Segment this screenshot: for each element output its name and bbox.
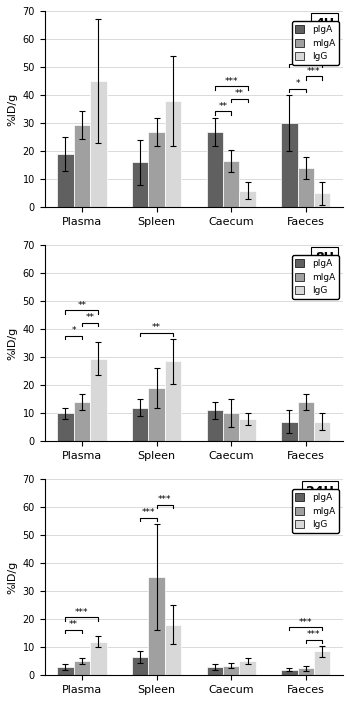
Bar [239, 190, 256, 207]
Bar [57, 154, 74, 207]
Bar [132, 408, 148, 442]
Bar [90, 81, 106, 207]
Text: ***: *** [224, 77, 238, 86]
Bar [281, 123, 298, 207]
Bar [314, 193, 330, 207]
Bar [281, 422, 298, 442]
Bar [148, 577, 165, 675]
Bar [74, 124, 90, 207]
Bar [148, 388, 165, 442]
Bar [132, 657, 148, 675]
Text: ***: *** [307, 67, 321, 76]
Bar [223, 161, 239, 207]
Bar [74, 402, 90, 442]
Bar [298, 668, 314, 675]
Bar [314, 422, 330, 442]
Text: 4H: 4H [315, 17, 334, 30]
Bar [57, 413, 74, 442]
Bar [57, 667, 74, 675]
Bar [223, 413, 239, 442]
Text: ***: *** [299, 618, 313, 626]
Text: 8H: 8H [315, 251, 334, 264]
Text: *: * [295, 79, 300, 88]
Text: **: ** [235, 89, 244, 98]
Bar [165, 625, 181, 675]
Bar [298, 402, 314, 442]
Bar [281, 670, 298, 675]
Text: **: ** [77, 300, 86, 310]
Bar [206, 411, 223, 442]
Text: **: ** [301, 54, 310, 63]
Y-axis label: %ID/g: %ID/g [7, 560, 17, 594]
Legend: pIgA, mIgA, IgG: pIgA, mIgA, IgG [292, 489, 338, 533]
Legend: pIgA, mIgA, IgG: pIgA, mIgA, IgG [292, 256, 338, 299]
Bar [74, 661, 90, 675]
Bar [239, 419, 256, 442]
Bar [132, 162, 148, 207]
Y-axis label: %ID/g: %ID/g [7, 93, 17, 126]
Text: *: * [71, 326, 76, 335]
Bar [206, 131, 223, 207]
Text: ***: *** [158, 496, 172, 505]
Bar [206, 667, 223, 675]
Text: **: ** [152, 323, 161, 332]
Text: 24H: 24H [306, 485, 334, 498]
Bar [239, 661, 256, 675]
Text: **: ** [86, 313, 94, 322]
Text: ***: *** [307, 630, 321, 639]
Bar [90, 359, 106, 442]
Text: ***: *** [75, 608, 89, 616]
Text: ***: *** [141, 508, 155, 517]
Text: **: ** [218, 102, 228, 111]
Bar [90, 642, 106, 675]
Bar [148, 131, 165, 207]
Y-axis label: %ID/g: %ID/g [7, 326, 17, 359]
Bar [314, 651, 330, 675]
Bar [165, 100, 181, 207]
Bar [223, 665, 239, 675]
Bar [165, 362, 181, 442]
Bar [298, 168, 314, 207]
Legend: pIgA, mIgA, IgG: pIgA, mIgA, IgG [292, 21, 338, 65]
Text: **: ** [69, 621, 78, 629]
